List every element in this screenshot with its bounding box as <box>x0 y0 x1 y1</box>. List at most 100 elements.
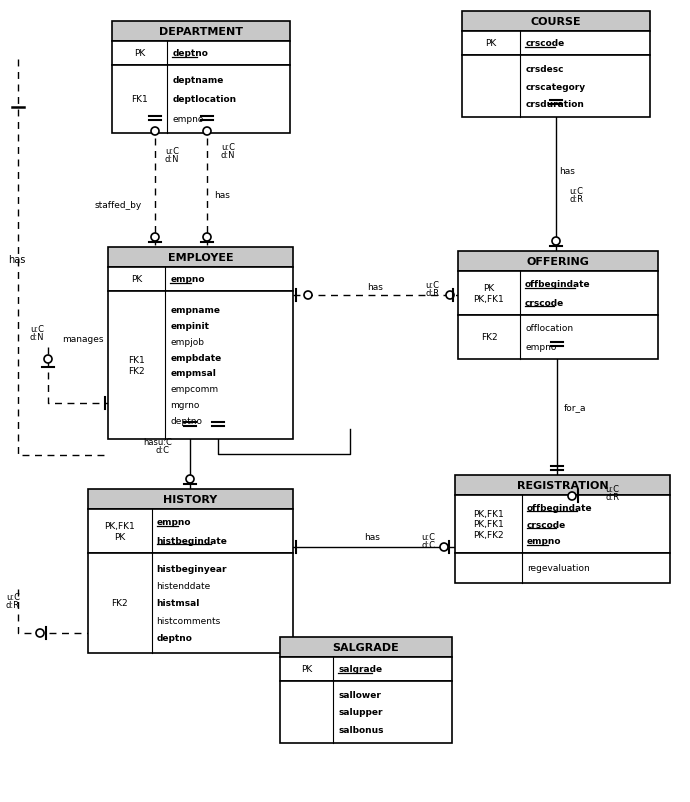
Bar <box>112 22 290 42</box>
Text: PK: PK <box>131 275 142 284</box>
Text: d:N: d:N <box>165 156 179 164</box>
Text: offlocation: offlocation <box>525 324 573 333</box>
Text: d:C: d:C <box>155 446 169 455</box>
Circle shape <box>151 233 159 241</box>
Bar <box>108 268 293 292</box>
Text: PK,FK1
PK,FK1
PK,FK2: PK,FK1 PK,FK1 PK,FK2 <box>473 509 504 539</box>
Text: crscode: crscode <box>525 39 564 48</box>
Text: has: has <box>8 255 26 265</box>
Bar <box>455 553 670 583</box>
Text: histmsal: histmsal <box>157 599 200 608</box>
Text: SALGRADE: SALGRADE <box>333 642 400 652</box>
Circle shape <box>186 476 194 484</box>
Text: salupper: salupper <box>338 707 383 717</box>
Circle shape <box>44 355 52 363</box>
Text: deptname: deptname <box>172 76 224 85</box>
Text: HISTORY: HISTORY <box>164 494 217 504</box>
Text: u:C: u:C <box>425 282 439 290</box>
Text: empcomm: empcomm <box>170 385 219 394</box>
Text: u:C: u:C <box>569 187 583 196</box>
Text: deptno: deptno <box>172 50 208 59</box>
Text: hasu:C: hasu:C <box>144 438 172 447</box>
Text: PK: PK <box>134 50 145 59</box>
Bar <box>108 248 293 268</box>
Circle shape <box>446 292 454 300</box>
Text: PK,FK1
PK: PK,FK1 PK <box>104 521 135 541</box>
Bar <box>458 316 658 359</box>
Bar <box>88 509 293 553</box>
Text: OFFERING: OFFERING <box>526 257 589 267</box>
Circle shape <box>552 237 560 245</box>
Text: FK2: FK2 <box>481 333 497 342</box>
Text: PK: PK <box>486 39 497 48</box>
Text: has: has <box>367 283 383 292</box>
Text: staffed_by: staffed_by <box>95 200 141 209</box>
Text: d:N: d:N <box>30 333 44 342</box>
Circle shape <box>568 492 576 500</box>
Text: u:C: u:C <box>30 325 44 334</box>
Text: PK
PK,FK1: PK PK,FK1 <box>473 284 504 303</box>
Text: manages: manages <box>62 335 104 344</box>
Bar <box>455 476 670 496</box>
Circle shape <box>203 233 211 241</box>
Text: FK1: FK1 <box>131 95 148 104</box>
Bar <box>458 272 658 316</box>
Text: has: has <box>214 190 230 199</box>
Text: d:R: d:R <box>569 195 583 205</box>
Text: FK1
FK2: FK1 FK2 <box>128 356 145 375</box>
Text: crscode: crscode <box>526 520 566 529</box>
Text: empno: empno <box>525 342 556 351</box>
Bar <box>462 32 650 56</box>
Text: crsdesc: crsdesc <box>525 65 564 74</box>
Text: d:R: d:R <box>425 290 439 298</box>
Text: FK2: FK2 <box>112 599 128 608</box>
Text: empinit: empinit <box>170 322 209 330</box>
Text: empno: empno <box>526 537 561 545</box>
Text: empno: empno <box>172 115 204 124</box>
Text: regevaluation: regevaluation <box>526 564 589 573</box>
Circle shape <box>36 630 44 638</box>
Bar <box>455 496 670 553</box>
Text: empbdate: empbdate <box>170 353 221 362</box>
Circle shape <box>151 128 159 136</box>
Bar <box>280 638 452 657</box>
Text: histbegindate: histbegindate <box>157 537 228 545</box>
Bar <box>280 681 452 743</box>
Text: d:R: d:R <box>605 493 619 502</box>
Text: deptno: deptno <box>170 417 202 426</box>
Circle shape <box>203 128 211 136</box>
Text: salgrade: salgrade <box>338 665 382 674</box>
Text: deptno: deptno <box>157 633 193 642</box>
Text: histcomments: histcomments <box>157 616 221 625</box>
Text: histbeginyear: histbeginyear <box>157 565 227 573</box>
Text: crscode: crscode <box>525 298 564 308</box>
Bar <box>108 292 293 439</box>
Bar <box>88 553 293 653</box>
Text: sallower: sallower <box>338 690 381 699</box>
Text: d:N: d:N <box>221 152 235 160</box>
Text: salbonus: salbonus <box>338 725 384 735</box>
Text: for_a: for_a <box>564 403 586 412</box>
Text: empjob: empjob <box>170 337 204 346</box>
Bar <box>458 252 658 272</box>
Text: offbegindate: offbegindate <box>526 503 592 512</box>
Text: empmsal: empmsal <box>170 369 216 378</box>
Text: empno: empno <box>170 275 205 284</box>
Text: EMPLOYEE: EMPLOYEE <box>168 253 233 263</box>
Bar <box>88 489 293 509</box>
Text: COURSE: COURSE <box>531 17 581 27</box>
Text: REGISTRATION: REGISTRATION <box>517 480 609 490</box>
Text: u:C: u:C <box>221 144 235 152</box>
Bar <box>462 12 650 32</box>
Text: DEPARTMENT: DEPARTMENT <box>159 27 243 37</box>
Bar <box>112 66 290 134</box>
Text: u:C: u:C <box>421 532 435 541</box>
Text: d:R: d:R <box>6 601 20 610</box>
Bar <box>280 657 452 681</box>
Text: offbegindate: offbegindate <box>525 280 591 289</box>
Text: u:C: u:C <box>6 593 20 602</box>
Text: empname: empname <box>170 306 220 314</box>
Bar <box>112 42 290 66</box>
Text: histenddate: histenddate <box>157 581 211 590</box>
Text: PK: PK <box>301 665 313 674</box>
